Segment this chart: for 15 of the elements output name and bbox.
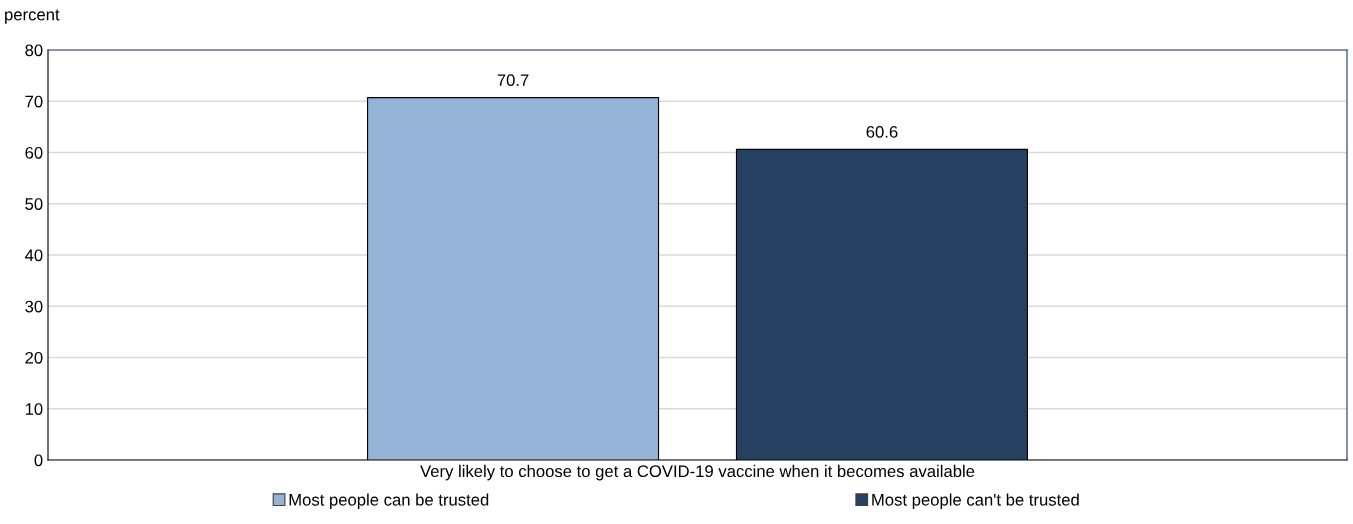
y-tick-label: 30	[25, 300, 43, 313]
y-tick-label: 70	[25, 95, 43, 108]
legend-label: Most people can be trusted	[289, 493, 489, 509]
y-tick-label: 20	[25, 351, 43, 364]
y-tick-label: 0	[34, 454, 43, 467]
y-tick-label: 80	[25, 44, 43, 57]
x-tick-label: Very likely to choose to get a COVID-19 vaccine when it becomes available	[420, 464, 975, 481]
data-label: 60.6	[866, 126, 898, 138]
y-tick-label: 10	[25, 403, 43, 415]
y-tick-label: 60	[25, 146, 43, 159]
data-label: 70.7	[497, 74, 529, 87]
legend-label: Most people can't be trusted	[872, 493, 1079, 509]
y-tick-label: 50	[25, 198, 43, 210]
y-tick-label: 40	[24, 249, 43, 262]
y-axis-title: percent	[5, 9, 60, 24]
